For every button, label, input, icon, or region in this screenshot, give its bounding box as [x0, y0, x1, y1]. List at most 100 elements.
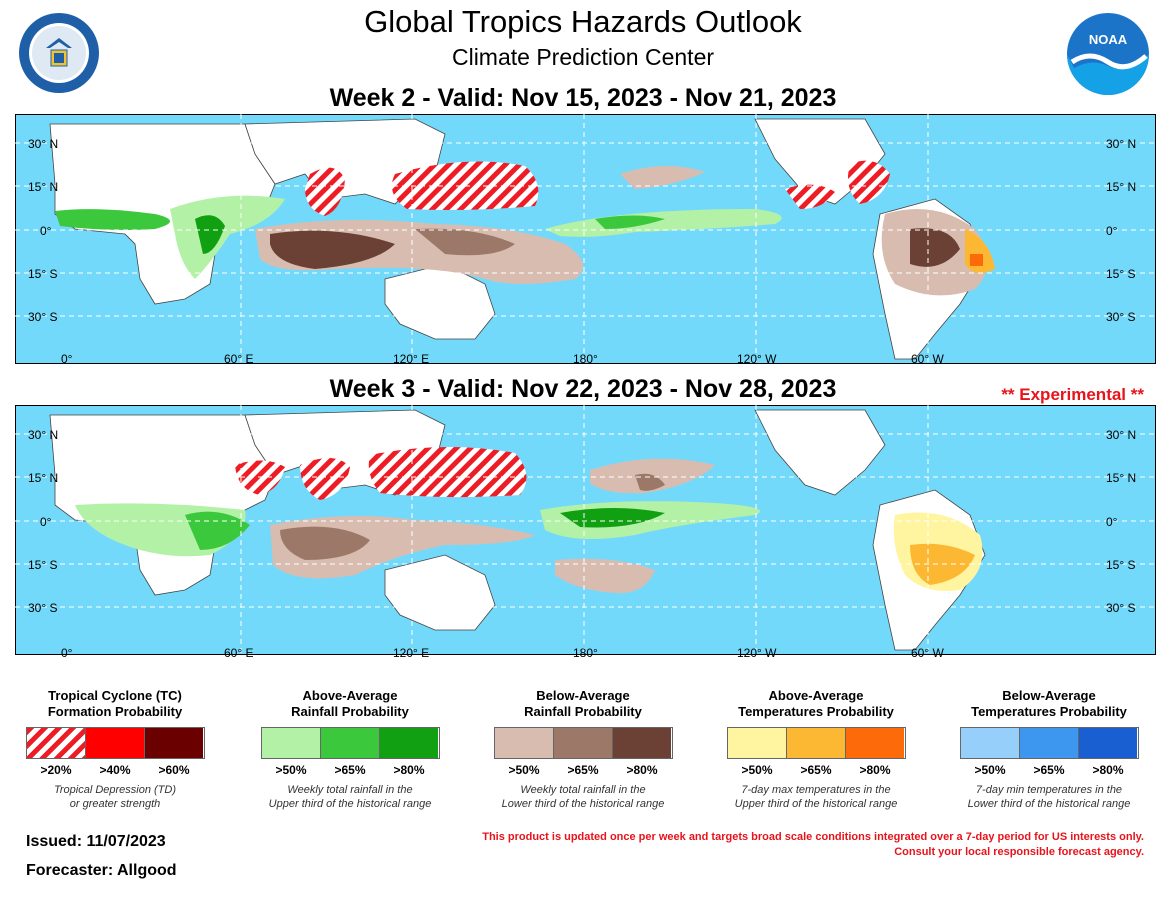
w3-lat-0-right: 0° [1106, 515, 1118, 529]
w3-lat-0: 0° [40, 515, 52, 529]
legend-title: Below-Average Temperatures Probability [971, 688, 1127, 719]
tc-caribbean [847, 160, 890, 204]
legend-note: Tropical Depression (TD) or greater stren… [53, 784, 177, 810]
legend-swatch [494, 728, 554, 758]
legend-level-label: >65% [1033, 763, 1065, 777]
legend-title: Above-Average Temperatures Probability [738, 688, 894, 719]
legend-level-label: >50% [508, 763, 540, 777]
w3-lon-120w: 120° W [737, 646, 777, 660]
w2-lat-15n: 15° N [28, 180, 59, 194]
w3-lat-15n-right: 15° N [1106, 471, 1137, 485]
page-title: Global Tropics Hazards Outlook [364, 4, 802, 39]
legend-swatch [26, 728, 86, 758]
svg-text:NOAA: NOAA [1089, 32, 1128, 47]
w3-lat-15n: 15° N [28, 471, 59, 485]
above-rain-africa [55, 209, 170, 230]
legend-level-label: >50% [741, 763, 773, 777]
legend-level-label: >80% [859, 763, 891, 777]
legend-level-label: >65% [334, 763, 366, 777]
legend-level-label: >65% [567, 763, 599, 777]
w3-lon-180: 180° [573, 646, 598, 660]
legend-title: Below-Average Rainfall Probability [524, 688, 642, 719]
w3-lat-30n-right: 30° N [1106, 428, 1137, 442]
legend-swatch-bar [959, 727, 1139, 759]
legend-level-label: >40% [99, 763, 131, 777]
legend-item-2: Below-Average Rainfall Probability >50% >65… [478, 688, 688, 811]
w3-lon-0: 0° [61, 646, 73, 660]
forecaster-name: Forecaster: Allgood [26, 862, 177, 879]
legend-swatch [85, 728, 146, 758]
w3-lat-30s: 30° S [28, 601, 58, 615]
w3-lat-15s-right: 15° S [1106, 558, 1136, 572]
w3-lon-60e: 60° E [224, 646, 254, 660]
noaa-logo-icon: NOAA [1066, 12, 1150, 96]
legend-swatch [786, 728, 847, 758]
legend-swatch [1019, 728, 1080, 758]
legend-note: 7-day min temperatures in the Lower third… [967, 784, 1131, 810]
legend-swatch [960, 728, 1020, 758]
tc-west-pacific [368, 446, 527, 498]
legend-swatch [613, 728, 672, 758]
legend-swatch [727, 728, 787, 758]
legend-item-0: Tropical Cyclone (TC) Formation Probabili… [10, 688, 220, 811]
legend-note: Weekly total rainfall in the Lower third … [501, 784, 665, 810]
legend-level-label: >50% [974, 763, 1006, 777]
legend-swatch-bar [493, 727, 673, 759]
w2-lat-30n-right: 30° N [1106, 137, 1137, 151]
w2-lat-0: 0° [40, 224, 52, 238]
week2-hazard-areas [55, 160, 995, 296]
w2-lat-15n-right: 15° N [1106, 180, 1137, 194]
legend-swatch [380, 728, 439, 758]
legend-level-label: >80% [626, 763, 658, 777]
legend-level-label: >80% [1092, 763, 1124, 777]
legend-item-1: Above-Average Rainfall Probability >50% >65… [245, 688, 455, 811]
w2-lon-60w: 60° W [911, 352, 944, 366]
legend-swatch-bar [260, 727, 440, 759]
legend-swatch [261, 728, 321, 758]
w2-lat-30n: 30° N [28, 137, 59, 151]
legend-level-label: >60% [158, 763, 190, 777]
issued-date: Issued: 11/07/2023 [26, 833, 166, 850]
legend-title: Tropical Cyclone (TC) Formation Probabili… [47, 688, 183, 719]
page-subtitle: Climate Prediction Center [451, 44, 715, 70]
north-america-landmass [754, 409, 886, 496]
legend-item-3: Above-Average Temperatures Probability >50… [711, 688, 921, 811]
w3-lat-15s: 15° S [28, 558, 58, 572]
week3-grid [15, 405, 1156, 655]
legend-swatch [846, 728, 905, 758]
w3-lon-60w: 60° W [911, 646, 944, 660]
legend-swatch-bar [25, 727, 205, 759]
legend-title: Above-Average Rainfall Probability [291, 688, 409, 719]
week2-title: Week 2 - Valid: Nov 15, 2023 - Nov 21, 2… [329, 84, 837, 112]
legend-swatch [320, 728, 381, 758]
w2-lon-120e: 120° E [393, 352, 430, 366]
w3-lat-30s-right: 30° S [1106, 601, 1136, 615]
w2-lat-15s: 15° S [28, 267, 58, 281]
w3-lon-120e: 120° E [393, 646, 430, 660]
w2-lat-0-right: 0° [1106, 224, 1118, 238]
disclaimer-line-2: Consult your local responsible forecast … [894, 846, 1144, 858]
w2-lat-30s: 30° S [28, 310, 58, 324]
week2-map [15, 114, 1156, 364]
commerce-seal-icon [18, 12, 100, 94]
disclaimer-line-1: This product is updated once per week an… [482, 831, 1144, 843]
week2-grid [15, 114, 1156, 364]
tc-arabian-sea [235, 460, 285, 495]
experimental-badge: ** Experimental ** [1001, 385, 1144, 404]
w3-lat-30n: 30° N [28, 428, 59, 442]
tc-east-pacific [785, 184, 835, 209]
w2-lat-15s-right: 15° S [1106, 267, 1136, 281]
legend-level-label: >50% [275, 763, 307, 777]
legend-note: 7-day max temperatures in the Upper third… [734, 784, 898, 810]
legend-swatch [1079, 728, 1138, 758]
legend-swatch [553, 728, 614, 758]
legend-swatch-bar [726, 727, 906, 759]
australia-landmass [384, 554, 496, 631]
legend-note: Weekly total rainfall in the Upper third … [268, 784, 432, 810]
legend-item-4: Below-Average Temperatures Probability >50… [944, 688, 1154, 811]
legend-level-label: >20% [40, 763, 72, 777]
w2-lat-30s-right: 30° S [1106, 310, 1136, 324]
w2-lon-180: 180° [573, 352, 598, 366]
tc-bay-of-bengal [300, 457, 350, 500]
w2-lon-60e: 60° E [224, 352, 254, 366]
